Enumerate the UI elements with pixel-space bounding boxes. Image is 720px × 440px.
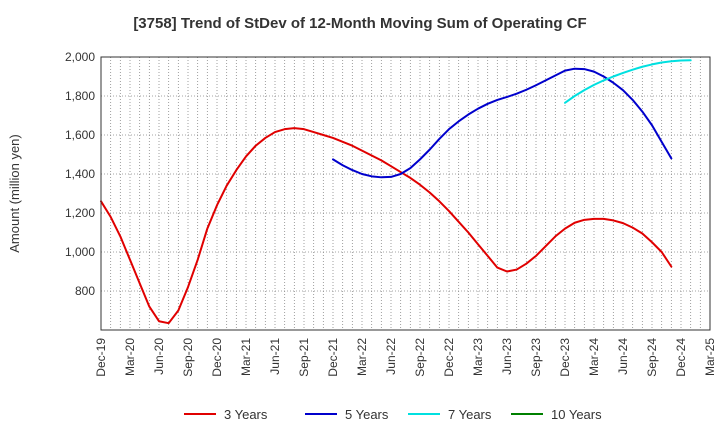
chart-title: [3758] Trend of StDev of 12-Month Moving… xyxy=(133,15,586,32)
series-line-3-years xyxy=(100,127,673,325)
x-tick-label: Mar-24 xyxy=(587,338,601,376)
y-tick-label: 1,000 xyxy=(65,245,95,259)
x-tick-label: Dec-24 xyxy=(674,338,688,377)
x-tick-label: Sep-20 xyxy=(181,338,195,377)
legend-label: 3 Years xyxy=(224,407,268,422)
x-tick-label: Mar-23 xyxy=(471,338,485,376)
y-axis-title: Amount (million yen) xyxy=(7,134,22,253)
x-tick-label: Sep-23 xyxy=(529,338,543,377)
x-tick-label: Sep-24 xyxy=(645,338,659,377)
x-tick-label: Jun-20 xyxy=(152,338,166,375)
x-tick-label: Sep-21 xyxy=(297,338,311,377)
y-tick-label: 1,400 xyxy=(65,167,95,181)
series-lines xyxy=(100,59,692,325)
series-line-7-years xyxy=(564,59,692,104)
x-tick-label: Sep-22 xyxy=(413,338,427,377)
x-tick-label: Mar-25 xyxy=(703,338,717,376)
x-tick-label: Mar-20 xyxy=(123,338,137,376)
legend-label: 5 Years xyxy=(345,407,389,422)
y-tick-label: 800 xyxy=(75,284,95,298)
y-tick-label: 2,000 xyxy=(65,50,95,64)
x-tick-label: Jun-24 xyxy=(616,338,630,375)
plot-frame xyxy=(100,56,711,331)
x-tick-label: Dec-20 xyxy=(210,338,224,377)
x-tick-label: Mar-21 xyxy=(239,338,253,376)
x-tick-label: Mar-22 xyxy=(355,338,369,376)
y-tick-label: 1,200 xyxy=(65,206,95,220)
y-tick-labels: 800 1,000 1,200 1,400 1,600 1,800 2,000 xyxy=(65,50,95,298)
legend-label: 7 Years xyxy=(448,407,492,422)
series-line-5-years xyxy=(332,67,673,179)
x-tick-label: Dec-23 xyxy=(558,338,572,377)
x-tick-label: Jun-23 xyxy=(500,338,514,375)
x-tick-label: Dec-22 xyxy=(442,338,456,377)
y-tick-label: 1,600 xyxy=(65,128,95,142)
legend-label: 10 Years xyxy=(551,407,602,422)
x-tick-label: Jun-22 xyxy=(384,338,398,375)
x-tick-labels: Dec-19 Mar-20 Jun-20 Sep-20 Dec-20 Mar-21 Jun-… xyxy=(94,338,717,377)
x-tick-label: Dec-21 xyxy=(326,338,340,377)
y-tick-label: 1,800 xyxy=(65,89,95,103)
x-tick-label: Jun-21 xyxy=(268,338,282,375)
legend: 3 Years 5 Years 7 Years 10 Years xyxy=(184,407,602,422)
x-tick-label: Dec-19 xyxy=(94,338,108,377)
grid-lines xyxy=(101,56,710,330)
